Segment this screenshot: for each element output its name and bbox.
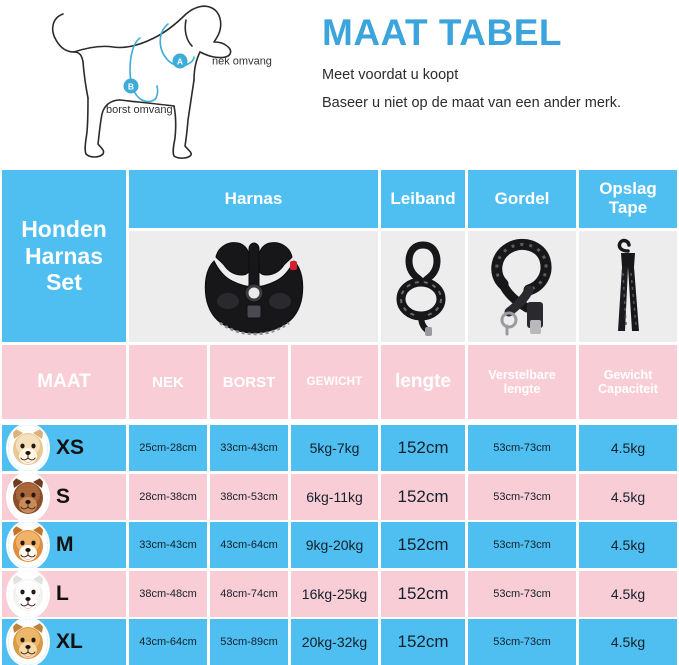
product-header-gordel: Gordel [468,170,576,228]
column-header-nek-label: NEK [152,373,184,391]
marker-b-badge [123,78,139,94]
cell-verstelbare: 53cm-73cm [468,473,576,520]
cell-capaciteit: 4.5kg [579,619,677,665]
brand-line-3: Set [46,269,82,296]
column-header-lengte-label: lengte [395,371,451,392]
size-chart-table: Honden Harnas Set Harnas Leiband Gordel … [0,170,679,665]
size-label: S [56,484,71,508]
size-label: L [56,581,69,605]
marker-a-label: nek omvang [212,56,272,68]
column-header-verstelbare-lengte: Verstelbare lengte [468,345,576,419]
brand-cell: Honden Harnas Set [2,170,126,342]
header-section: A nek omvang B borst omvang MAAT TABEL M… [0,0,679,170]
cell-verstelbare: 53cm-73cm [468,570,576,617]
column-header-maat-label: MAAT [37,371,91,392]
column-header-gewicht-capaciteit-label: Gewicht Capaciteit [598,367,658,396]
subtitle-measure: Meet voordat u koopt [322,66,459,83]
marker-b-letter: B [128,82,134,92]
title-block: MAAT TABEL Meet voordat u koopt Baseer u… [322,12,672,123]
dog-measurement-diagram: A nek omvang B borst omvang [8,2,308,162]
cell-lengte: 152cm [381,522,465,568]
marker-a-letter: A [177,57,183,67]
dog-breed-golden-retriever-icon [8,619,48,665]
column-header-maat: MAAT [2,345,126,419]
column-header-borst-label: BORST [222,373,276,391]
product-header-leiband-label: Leiband [390,188,456,208]
table-row: L [2,570,126,617]
table-row: XL [2,619,126,665]
cell-nek: 25cm-28cm [129,425,207,471]
cell-capaciteit: 4.5kg [579,473,677,520]
cell-lengte: 152cm [381,473,465,520]
cell-lengte: 152cm [381,570,465,617]
cell-gewicht: 6kg-11kg [291,473,378,520]
cell-verstelbare: 53cm-73cm [468,425,576,471]
size-label: XL [56,630,83,653]
product-photo-gordel [468,231,576,342]
leash-icon [396,241,446,336]
product-photo-harnas [129,231,378,342]
product-photo-opslag-tape [579,231,677,342]
cell-gewicht: 5kg-7kg [291,425,378,471]
column-header-gewicht: GEWICHT [291,345,378,419]
column-header-gewicht-capaciteit: Gewicht Capaciteit [579,345,677,419]
cell-nek: 43cm-64cm [129,619,207,665]
cell-lengte: 152cm [381,619,465,665]
size-label: XS [56,436,85,459]
marker-a-badge [172,53,188,69]
brand-line-2: Harnas [25,242,103,269]
table-row: S [2,473,126,520]
table-row: M [2,522,126,568]
cell-verstelbare: 53cm-73cm [468,619,576,665]
dog-breed-shiba-icon [8,522,48,568]
cell-nek: 28cm-38cm [129,473,207,520]
cell-borst: 43cm-64cm [210,522,288,568]
dog-breed-samoyed-icon [8,570,48,617]
cell-capaciteit: 4.5kg [579,522,677,568]
column-header-verstelbare-lengte-label: Verstelbare lengte [488,367,556,396]
marker-b-label: borst omvang [106,104,173,116]
subtitle-disclaimer: Baseer u niet op de maat van een ander m… [322,94,622,111]
column-header-nek: NEK [129,345,207,419]
brand-line-1: Honden [21,216,107,243]
product-header-harnas: Harnas [129,170,378,228]
cell-borst: 33cm-43cm [210,425,288,471]
cell-gewicht: 9kg-20kg [291,522,378,568]
product-header-leiband: Leiband [381,170,465,228]
cell-borst: 38cm-53cm [210,473,288,520]
dog-breed-poodle-icon [8,473,48,520]
cell-gewicht: 16kg-25kg [291,570,378,617]
cell-nek: 38cm-48cm [129,570,207,617]
product-header-opslag-tape: Opslag Tape [579,170,677,228]
cell-lengte: 152cm [381,425,465,471]
cell-capaciteit: 4.5kg [579,570,677,617]
cell-borst: 53cm-89cm [210,619,288,665]
cell-capaciteit: 4.5kg [579,425,677,471]
product-photo-leiband [381,231,465,342]
storage-strap-icon [617,238,639,331]
size-label: M [56,533,74,556]
product-header-opslag-tape-label: Opslag Tape [599,179,657,217]
product-header-harnas-label: Harnas [224,188,283,208]
dog-breed-pomeranian-icon [8,425,48,471]
column-header-lengte: lengte [381,345,465,419]
dog-breed-avatar [6,570,50,617]
cell-nek: 33cm-43cm [129,522,207,568]
column-header-borst: BORST [210,345,288,419]
cell-gewicht: 20kg-32kg [291,619,378,665]
dog-breed-avatar [6,473,50,520]
harness-icon [204,241,303,335]
cell-borst: 48cm-74cm [210,570,288,617]
cell-verstelbare: 53cm-73cm [468,522,576,568]
dog-breed-avatar [6,619,50,665]
dog-breed-avatar [6,425,50,471]
page-title: MAAT TABEL [322,12,562,53]
table-row: XS [2,425,126,471]
dog-breed-avatar [6,522,50,568]
seatbelt-icon [491,238,552,335]
column-header-gewicht-label: GEWICHT [306,376,363,388]
product-header-gordel-label: Gordel [494,188,550,208]
